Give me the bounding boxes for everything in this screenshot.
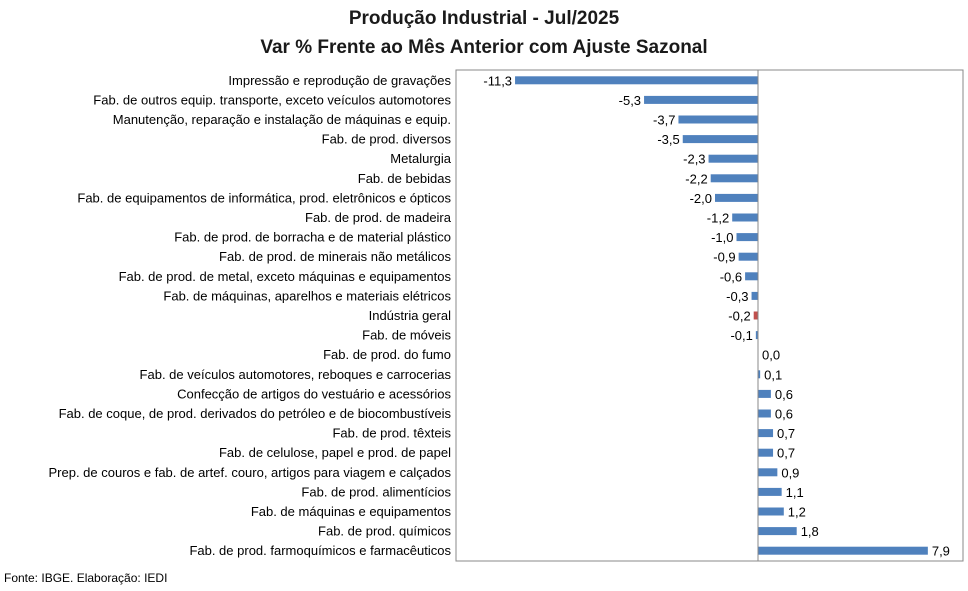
data-label: -3,7 [653,113,675,128]
data-label: -0,1 [730,328,752,343]
data-label: -5,3 [619,93,641,108]
data-label: -0,3 [726,289,748,304]
bar [755,331,758,340]
source-note: Fonte: IBGE. Elaboração: IEDI [4,571,168,585]
data-label: -2,2 [685,171,707,186]
category-label: Fab. de prod. de borracha e de material … [174,230,451,245]
bar [736,233,758,242]
category-label: Confecção de artigos do vestuário e aces… [177,386,451,401]
bar [758,468,778,477]
data-label: -2,3 [683,152,705,167]
bar [753,311,758,320]
category-label: Impressão e reprodução de gravações [228,73,451,88]
category-label: Fab. de máquinas, aparelhos e materiais … [163,288,451,303]
bar [758,527,797,536]
category-label: Fab. de outros equip. transporte, exceto… [93,92,451,107]
data-label: -11,3 [483,73,512,88]
category-label: Fab. de prod. farmoquímicos e farmacêuti… [189,543,451,558]
category-label: Fab. de prod. alimentícios [301,484,451,499]
category-label: Fab. de máquinas e equipamentos [251,504,452,519]
category-label: Metalurgia [390,151,451,166]
category-label: Fab. de prod. de metal, exceto máquinas … [119,269,452,284]
data-label: 0,7 [777,446,795,461]
bar [758,507,784,516]
category-label: Fab. de prod. do fumo [323,347,451,362]
bar [758,487,782,496]
bar [758,448,774,457]
bar [758,546,928,555]
data-label: 0,0 [762,348,780,363]
bar [515,76,758,85]
bar [758,409,771,418]
data-label: 1,8 [801,524,819,539]
bar [758,429,774,438]
category-label: Indústria geral [369,308,451,323]
category-label: Fab. de prod. de minerais não metálicos [219,249,451,264]
bar [644,95,758,104]
bar [751,291,758,300]
bar [758,370,761,379]
data-label: 0,7 [777,426,795,441]
plot-area-frame [455,69,964,562]
bar [682,135,758,144]
chart-title-block: Produção Industrial - Jul/2025 Var % Fre… [0,4,968,62]
bar [708,154,758,163]
category-label: Fab. de coque, de prod. derivados do pet… [59,406,452,421]
category-label: Fab. de celulose, papel e prod. de papel [219,445,451,460]
bar [758,389,771,398]
category-label: Fab. de veículos automotores, reboques e… [140,367,452,382]
data-label: 1,2 [788,505,806,520]
data-label: -0,9 [713,250,735,265]
category-label: Fab. de prod. diversos [322,132,452,147]
category-label: Fab. de prod. químicos [318,524,451,539]
data-label: 0,9 [781,465,799,480]
data-label: -0,2 [728,309,750,324]
data-label: -3,5 [657,132,679,147]
data-label: -2,0 [690,191,712,206]
bar [745,272,758,281]
category-label: Fab. de prod. têxteis [332,426,451,441]
data-label: 1,1 [786,485,804,500]
category-label: Fab. de bebidas [358,171,452,186]
bar [715,193,758,202]
bar [678,115,758,124]
data-label: 7,9 [932,544,950,559]
data-label: -0,6 [720,269,742,284]
data-label: -1,2 [707,211,729,226]
data-label: 0,6 [775,407,793,422]
data-label: -1,0 [711,230,733,245]
category-label: Fab. de equipamentos de informática, pro… [77,190,451,205]
bar [732,213,758,222]
bar [738,252,758,261]
chart-title: Produção Industrial - Jul/2025 [348,8,620,29]
data-label: 0,1 [764,367,782,382]
chart-subtitle: Var % Frente ao Mês Anterior com Ajuste … [260,37,708,58]
category-label: Manutenção, reparação e instalação de má… [113,112,451,127]
bar [710,174,758,183]
category-label: Fab. de móveis [362,328,451,343]
category-label: Prep. de couros e fab. de artef. couro, … [48,465,451,480]
category-label: Fab. de prod. de madeira [305,210,452,225]
data-label: 0,6 [775,387,793,402]
